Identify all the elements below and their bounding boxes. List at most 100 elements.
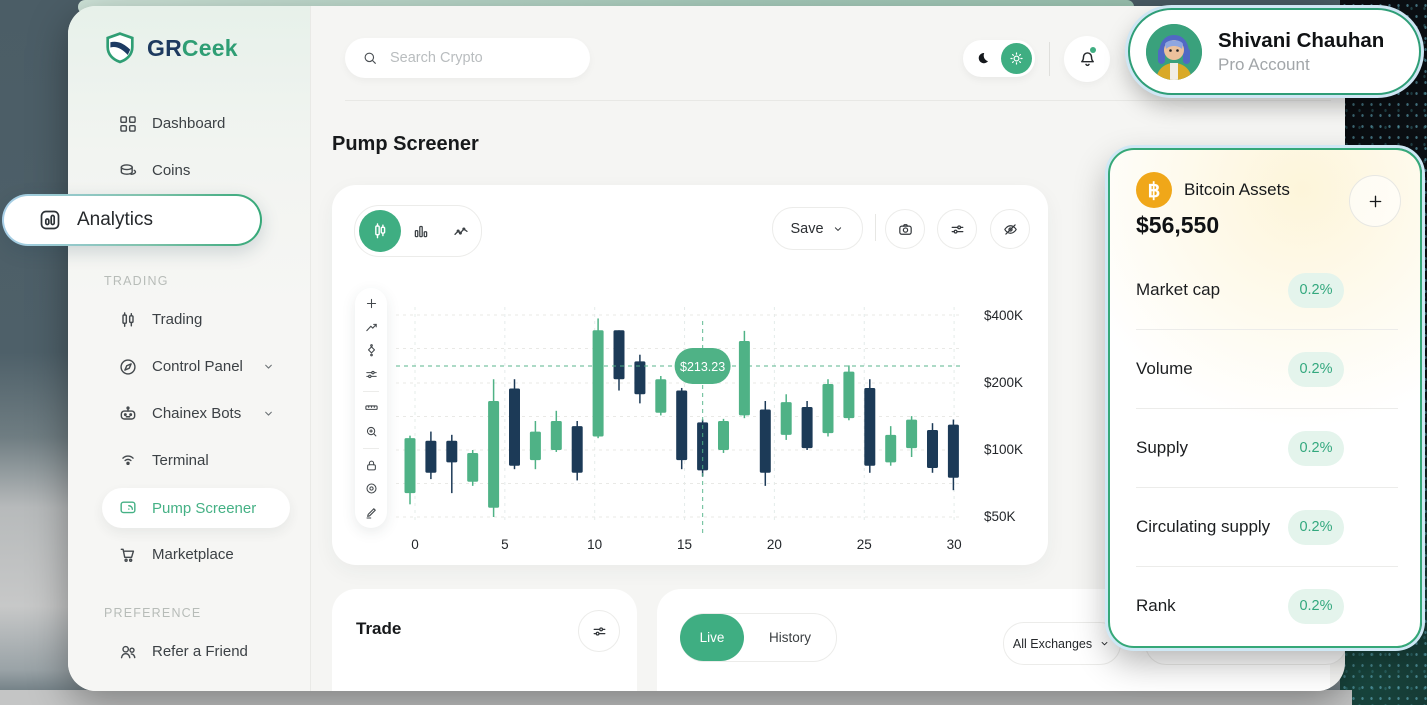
bot-icon — [118, 404, 138, 424]
x-tick-label: 5 — [501, 537, 509, 552]
trade-settings-button[interactable] — [578, 610, 620, 652]
target-tool-icon[interactable] — [364, 481, 379, 496]
search-input[interactable] — [388, 49, 562, 67]
y-tick-label: $200K — [984, 375, 1024, 390]
stat-badge: 0.2% — [1288, 272, 1344, 308]
sidebar-item-label: Dashboard — [152, 115, 226, 132]
row-divider — [1136, 566, 1398, 567]
bitcoin-assets-card: ฿ Bitcoin Assets $56,550 Market cap 0.2% V… — [1108, 148, 1422, 648]
sidebar-item-label: Coins — [152, 162, 191, 179]
toolbar-separator — [363, 390, 379, 392]
row-divider — [1136, 487, 1398, 488]
avatar — [1146, 23, 1202, 80]
x-tick-label: 20 — [766, 537, 782, 552]
backdrop-bottom-bar — [0, 690, 1352, 705]
stat-badge: 0.2% — [1288, 588, 1344, 624]
sidebar-section-preference: PREFERENCE — [104, 606, 202, 620]
bar-chart-icon — [412, 222, 430, 240]
chart-type-selector — [354, 205, 482, 257]
pencil-tool-icon[interactable] — [364, 505, 379, 520]
sidebar-item-dashboard[interactable]: Dashboard — [68, 100, 310, 147]
plus-icon — [1366, 192, 1385, 211]
notifications-button[interactable] — [1064, 36, 1110, 82]
plus-tool-icon[interactable] — [364, 296, 379, 311]
x-tick-label: 15 — [677, 537, 693, 552]
x-tick-label: 30 — [946, 537, 962, 552]
camera-icon — [897, 221, 914, 238]
chevron-down-icon — [831, 222, 845, 236]
sidebar-item-label: Chainex Bots — [152, 405, 242, 422]
save-label: Save — [790, 220, 824, 237]
y-tick-label: $400K — [984, 308, 1024, 323]
analytics-icon — [38, 208, 62, 232]
cart-icon — [118, 545, 138, 565]
sidebar-item-coins[interactable]: Coins — [68, 147, 310, 194]
logo-text: GRCeek — [147, 34, 238, 61]
chart-settings-button[interactable] — [937, 209, 977, 249]
y-tick-label: $100K — [984, 442, 1024, 457]
save-button[interactable]: Save — [772, 207, 863, 250]
sidebar-item-chainex-bots[interactable]: Chainex Bots — [68, 390, 310, 437]
toolbar-separator — [363, 447, 379, 449]
exchange-filter-dropdown[interactable]: All Exchanges — [1003, 622, 1121, 665]
drawing-toolbar — [355, 288, 387, 528]
exchange-filter-label: All Exchanges — [1012, 636, 1093, 651]
hide-button[interactable] — [990, 209, 1030, 249]
compass-icon — [118, 357, 138, 377]
sidebar-item-trading[interactable]: Trading — [68, 296, 310, 343]
sidebar-item-pump-screener[interactable]: Pump Screener — [102, 488, 290, 528]
trade-card: Trade — [332, 589, 637, 691]
row-divider — [1136, 408, 1398, 409]
stat-label: Rank — [1136, 596, 1176, 615]
sidebar-item-label: Marketplace — [152, 546, 234, 563]
svg-text:$213.23: $213.23 — [680, 360, 725, 374]
snapshot-button[interactable] — [885, 209, 925, 249]
radar-icon — [118, 451, 138, 471]
tab-live[interactable]: Live — [680, 614, 744, 661]
profile-card[interactable]: Shivani Chauhan Pro Account — [1128, 8, 1421, 95]
ruler-tool-icon[interactable] — [364, 400, 379, 415]
people-icon — [118, 642, 138, 662]
chart-card: Save $213.23 $400K $200K $100K $50K 0 5 10 15 2… — [332, 185, 1048, 565]
stat-label: Market cap — [1136, 280, 1221, 299]
logo: GRCeek — [102, 30, 238, 66]
eye-off-icon — [1002, 221, 1019, 238]
candles-icon — [118, 310, 138, 330]
sidebar-item-refer-a-friend[interactable]: Refer a Friend — [68, 628, 310, 675]
theme-toggle[interactable] — [963, 40, 1035, 77]
sidebar-item-analytics[interactable]: Analytics — [2, 194, 262, 246]
x-tick-label: 10 — [587, 537, 603, 552]
bar-type-button[interactable] — [401, 222, 441, 240]
sidebar-section-trading: TRADING — [104, 274, 169, 288]
asset-stat-row: Market cap 0.2% — [1136, 264, 1398, 316]
sidebar-nav: Dashboard Coins TRADING Trading Control Pane… — [68, 100, 310, 675]
sidebar-item-label: Trading — [152, 311, 203, 328]
chevron-down-icon — [261, 406, 276, 421]
add-asset-button[interactable] — [1349, 175, 1401, 227]
row-divider — [1136, 329, 1398, 330]
candlestick-type-button[interactable] — [359, 210, 401, 252]
sun-icon — [1008, 50, 1025, 67]
sliders-tool-icon[interactable] — [364, 367, 379, 382]
lock-tool-icon[interactable] — [364, 458, 379, 473]
profile-tier: Pro Account — [1218, 54, 1310, 74]
trade-title: Trade — [356, 619, 402, 638]
chevron-down-icon — [261, 359, 276, 374]
tab-history[interactable]: History — [768, 630, 811, 645]
analytics-label: Analytics — [77, 209, 154, 230]
shapes-tool-icon[interactable] — [364, 343, 379, 358]
line-type-button[interactable] — [441, 222, 481, 240]
trend-tool-icon[interactable] — [364, 320, 379, 335]
profile-text: Shivani Chauhan Pro Account — [1218, 28, 1384, 75]
sidebar-item-control-panel[interactable]: Control Panel — [68, 343, 310, 390]
candlestick-plot[interactable]: $213.23 — [396, 303, 976, 538]
candlestick-chart-icon — [370, 221, 390, 241]
zoomin-tool-icon[interactable] — [364, 424, 379, 439]
sidebar-item-marketplace[interactable]: Marketplace — [68, 531, 310, 578]
sidebar-item-terminal[interactable]: Terminal — [68, 437, 310, 484]
chevron-down-icon — [1098, 637, 1111, 650]
line-chart-icon — [452, 222, 470, 240]
sliders-icon — [949, 221, 966, 238]
asset-stat-row: Circulating supply 0.2% — [1136, 501, 1398, 553]
stat-badge: 0.2% — [1288, 430, 1344, 466]
